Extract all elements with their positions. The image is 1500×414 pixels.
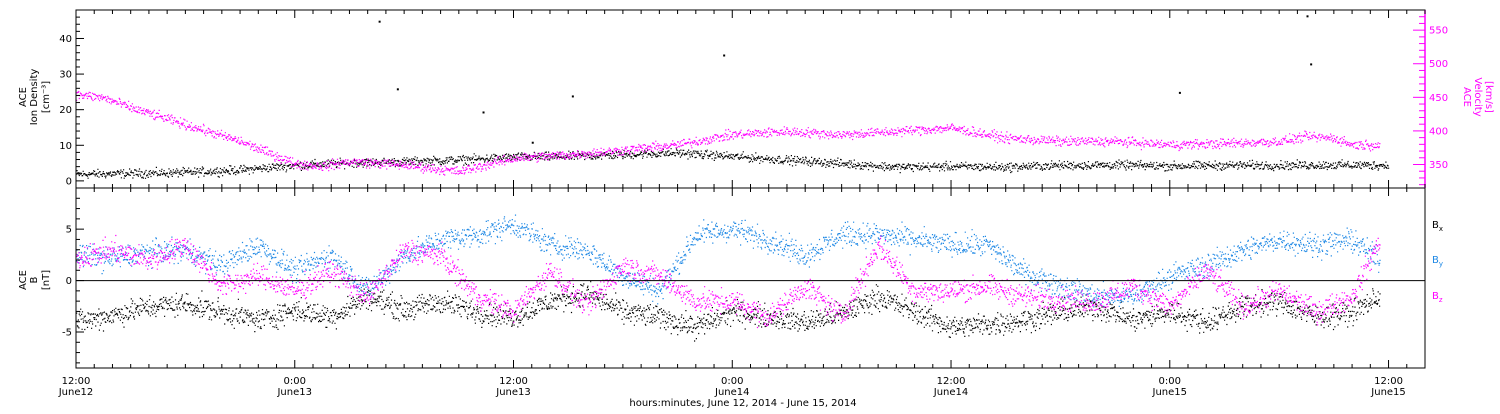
outlier-point bbox=[378, 20, 381, 23]
legend-bz-sub: z bbox=[1439, 296, 1443, 304]
bottom-left-axis-label-line3: [nT] bbox=[41, 270, 52, 290]
outlier-point bbox=[571, 95, 574, 98]
legend-by-main: B bbox=[1432, 255, 1439, 266]
x-tick-label-day: June13 bbox=[276, 387, 312, 398]
top-right-axis-label-line3: [km/s] bbox=[1483, 81, 1494, 113]
top-right-axis: 350 400 450 500 550 bbox=[1413, 10, 1448, 188]
outlier-point bbox=[1178, 91, 1181, 94]
x-tick-label-time: 12:00 bbox=[1374, 376, 1403, 387]
outlier-point bbox=[1310, 63, 1313, 66]
top-left-tick-label: 30 bbox=[59, 70, 72, 81]
top-right-tick-label: 500 bbox=[1429, 59, 1448, 70]
bottom-left-axis-label-line1: ACE bbox=[18, 270, 29, 290]
bottom-series-magenta-points bbox=[76, 234, 1381, 329]
x-tick-label-time: 0:00 bbox=[1159, 376, 1181, 387]
x-tick-label-time: 12:00 bbox=[937, 376, 966, 387]
top-left-tick-label: 20 bbox=[59, 105, 72, 116]
bottom-series-black-points bbox=[76, 281, 1381, 342]
bottom-left-tick-label: 5 bbox=[66, 225, 72, 236]
top-series-black-1-points bbox=[76, 148, 1390, 179]
legend-by-sub: y bbox=[1439, 260, 1443, 268]
x-tick-label-day: June14 bbox=[933, 387, 969, 398]
bottom-series-magenta bbox=[76, 234, 1381, 329]
legend-bx-sub: x bbox=[1439, 225, 1443, 233]
top-outliers bbox=[378, 15, 1313, 144]
top-series-magenta-2-points bbox=[76, 90, 1381, 176]
top-left-axis-label-line1: ACE bbox=[18, 87, 29, 107]
bottom-series-blue bbox=[76, 214, 1381, 308]
top-left-tick-label: 40 bbox=[59, 34, 72, 45]
bottom-left-tick-label: -5 bbox=[62, 328, 72, 339]
x-tick-label-day: June15 bbox=[1370, 387, 1406, 398]
legend-bz-main: B bbox=[1432, 291, 1439, 302]
outlier-point bbox=[482, 111, 485, 114]
outlier-point bbox=[723, 54, 726, 57]
x-tick-label-time: 12:00 bbox=[62, 376, 91, 387]
bottom-panel-frame bbox=[75, 187, 1426, 369]
bottom-left-tick-label: 0 bbox=[66, 276, 72, 287]
legend-bx-main: B bbox=[1432, 220, 1439, 231]
legend-bz: Bz bbox=[1432, 291, 1443, 304]
top-right-tick-label: 400 bbox=[1429, 126, 1448, 137]
top-right-tick-label: 450 bbox=[1429, 93, 1448, 104]
legend-by: By bbox=[1432, 255, 1443, 268]
x-tick-label-day: June15 bbox=[1152, 387, 1188, 398]
top-right-tick-label: 550 bbox=[1429, 26, 1448, 37]
x-tick-label-day: June13 bbox=[495, 387, 531, 398]
top-right-axis-label-line2: Velocity bbox=[1472, 77, 1483, 116]
x-tick-label-day: June14 bbox=[714, 387, 750, 398]
top-series-black-1 bbox=[76, 148, 1390, 179]
outlier-point bbox=[396, 88, 399, 91]
top-left-tick-label: 0 bbox=[66, 176, 72, 187]
outlier-point bbox=[531, 141, 534, 144]
data-layer bbox=[76, 15, 1390, 342]
x-tick-label-time: 0:00 bbox=[284, 376, 306, 387]
top-left-axis-label-line2: Ion Density bbox=[29, 69, 40, 126]
top-series-magenta-2 bbox=[76, 90, 1381, 176]
top-right-tick-label: 350 bbox=[1429, 160, 1448, 171]
bottom-series-blue-points bbox=[76, 214, 1381, 308]
x-axis-title: hours:minutes, June 12, 2014 - June 15, … bbox=[629, 398, 856, 409]
axes-layer: 010203040350400450500550-50512:00June120… bbox=[58, 9, 1448, 398]
x-tick-label-time: 0:00 bbox=[721, 376, 743, 387]
bottom-series-black bbox=[76, 281, 1381, 342]
top-right-axis-label-line1: ACE bbox=[1461, 87, 1472, 107]
top-left-axis-label-line3: [cm⁻³] bbox=[41, 81, 52, 113]
x-tick-label-day: June12 bbox=[58, 387, 94, 398]
top-left-tick-label: 10 bbox=[59, 141, 72, 152]
outlier-point bbox=[1306, 15, 1309, 18]
labels-layer: ACE Ion Density [cm⁻³] ACE Velocity [km/… bbox=[18, 69, 1494, 409]
legend-bx: Bx bbox=[1432, 220, 1443, 233]
x-tick-label-time: 12:00 bbox=[499, 376, 528, 387]
bottom-left-axis-label-line2: B bbox=[29, 276, 40, 283]
